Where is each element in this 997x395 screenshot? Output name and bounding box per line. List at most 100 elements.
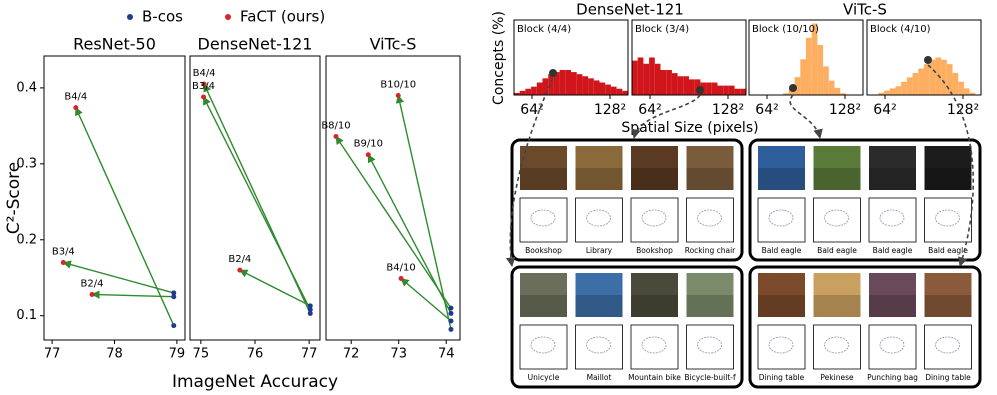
photo-shade <box>631 168 678 190</box>
photo-shade <box>758 168 805 190</box>
x-tick-label: 73 <box>390 347 407 362</box>
caption: Dining table <box>759 373 805 382</box>
bar <box>806 37 812 95</box>
caption: Bald eagle <box>873 246 913 255</box>
legend-label: B-cos <box>142 8 183 26</box>
bar <box>643 63 650 95</box>
caption: Bookshop <box>525 246 562 255</box>
link-arrow <box>789 94 823 139</box>
photo <box>631 146 678 190</box>
x-tick-label: 76 <box>247 347 264 362</box>
bar <box>605 84 611 95</box>
bar <box>593 80 600 95</box>
bar <box>660 70 667 95</box>
arrow <box>367 153 452 314</box>
explanation-trace <box>530 336 556 354</box>
y-tick-label: 0.2 <box>16 232 37 247</box>
photo-shade <box>813 168 861 190</box>
point-label: B2/4 <box>81 278 104 289</box>
panel-title: DenseNet-121 <box>198 35 313 54</box>
bar <box>817 45 824 95</box>
bar <box>941 59 947 95</box>
explanation <box>686 324 734 370</box>
y-axis-label: C²-Score <box>4 162 24 234</box>
point <box>307 307 313 313</box>
photo <box>869 273 916 317</box>
point <box>307 310 313 316</box>
photo <box>575 146 623 190</box>
arrow <box>239 269 311 307</box>
point <box>201 94 207 100</box>
bar <box>958 81 964 95</box>
photo-shade <box>575 168 623 190</box>
caption: Punching bag <box>867 373 918 382</box>
bar <box>536 82 543 95</box>
bar <box>723 85 729 95</box>
y-tick-label: 0.4 <box>16 80 37 95</box>
image-panel: Dining table Pekinese Punching bag Dining t… <box>748 265 982 389</box>
explanation <box>813 197 861 243</box>
photo-shade <box>869 295 916 317</box>
bar <box>599 82 606 95</box>
bar <box>969 92 976 95</box>
point <box>171 290 177 296</box>
panel-frame <box>748 265 982 389</box>
bar <box>637 57 644 95</box>
explanation <box>630 197 679 243</box>
explanation-trace <box>641 336 667 354</box>
point-label: B10/10 <box>380 79 416 90</box>
photo <box>686 273 734 317</box>
explanation-trace <box>586 336 611 354</box>
panel-frame <box>510 265 744 389</box>
explanation <box>686 197 734 243</box>
bar <box>571 72 577 95</box>
point-label: B4/4 <box>193 68 216 79</box>
bar <box>542 78 549 95</box>
photo <box>758 146 805 190</box>
arrow <box>91 290 174 299</box>
point <box>237 267 243 273</box>
caption: Mountain bike <box>628 373 681 382</box>
point <box>448 326 454 332</box>
point-label: B8/10 <box>321 120 350 131</box>
arrow <box>75 106 175 326</box>
x-tick-label: 64² <box>755 102 778 118</box>
point <box>171 294 177 300</box>
bar <box>677 76 684 95</box>
point-label: B9/10 <box>354 139 383 150</box>
plot-frame <box>631 19 747 96</box>
block-label: Block (10/10) <box>752 24 819 35</box>
point-label: B3/4 <box>52 247 75 258</box>
point <box>395 92 401 98</box>
x-tick-label: 77 <box>301 347 318 362</box>
bar <box>666 70 672 95</box>
x-tick-label: 64² <box>638 102 661 118</box>
point <box>365 152 371 158</box>
photo <box>813 273 861 317</box>
photo <box>813 146 861 190</box>
x-tick-label: 78 <box>106 347 123 362</box>
bar <box>616 88 623 95</box>
explanation-trace <box>935 336 960 354</box>
explanation-trace <box>697 209 722 227</box>
highlight-dot <box>789 84 797 92</box>
caption: Maillot <box>587 373 612 382</box>
photo <box>924 146 972 190</box>
caption: Bookshop <box>636 246 673 255</box>
bar <box>671 73 678 95</box>
bar <box>548 74 554 95</box>
bar <box>717 85 724 95</box>
x-tick-label: 77 <box>44 347 61 362</box>
x-tick-label: 128² <box>594 102 626 118</box>
explanation-trace <box>768 209 794 227</box>
point-label: B4/4 <box>64 92 87 103</box>
bar <box>525 88 532 95</box>
bar <box>924 64 930 95</box>
bar <box>889 88 896 95</box>
block-label: Block (4/4) <box>517 24 571 35</box>
bar <box>901 81 907 95</box>
explanation-trace <box>879 336 905 354</box>
legend-label: FaCT (ours) <box>240 8 325 26</box>
explanation <box>924 197 972 243</box>
